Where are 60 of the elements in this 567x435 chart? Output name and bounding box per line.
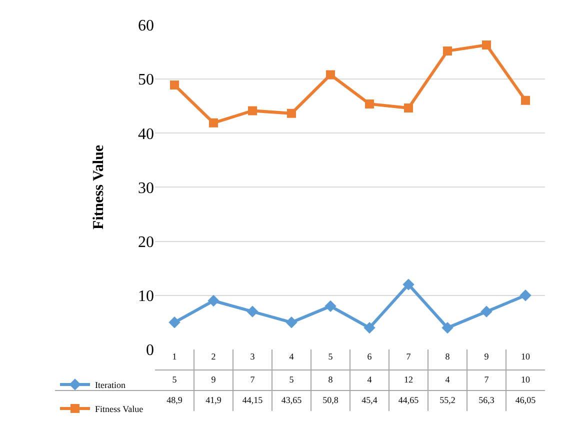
data-label: 56,3: [478, 394, 495, 405]
legend-label: Fitness Value: [95, 404, 144, 414]
data-label: 48,9: [166, 394, 183, 405]
point: [208, 294, 220, 307]
data-label: 4: [445, 374, 450, 384]
y-tick-label: 50: [138, 72, 154, 89]
point: [365, 99, 374, 108]
y-tick-label: 30: [138, 180, 154, 197]
data-label: 44,15: [242, 394, 264, 405]
point: [248, 106, 257, 116]
data-label: 41,9: [206, 394, 222, 405]
point: [521, 96, 530, 105]
x-tick-label: 2: [211, 351, 216, 362]
point: [482, 40, 491, 50]
data-label: 44,65: [398, 394, 420, 405]
point: [480, 306, 492, 318]
x-tick-label: 9: [484, 351, 490, 362]
data-label: 10: [521, 374, 530, 384]
y-tick-label: 0: [146, 342, 154, 360]
point: [168, 316, 180, 328]
data-label: 50,8: [322, 394, 339, 405]
data-label: 45,4: [362, 394, 378, 405]
legend-label: Iteration: [95, 380, 126, 390]
data-label: 9: [211, 374, 216, 384]
data-label: 7: [250, 374, 256, 384]
y-tick-label: 60: [138, 18, 154, 35]
y-axis-title: Fitness Value: [91, 144, 108, 230]
y-tick-label: 40: [138, 126, 154, 143]
point: [324, 300, 336, 312]
x-tick-label: 7: [406, 351, 412, 362]
x-tick-label: 6: [367, 351, 372, 362]
x-tick-label: 8: [445, 351, 450, 362]
data-label: 12: [404, 374, 413, 384]
y-tick-label: 10: [138, 288, 154, 305]
y-tick-label: 20: [138, 234, 154, 251]
point: [170, 80, 179, 90]
point: [326, 70, 335, 80]
point: [287, 108, 296, 118]
point: [209, 118, 218, 128]
x-tick-label: 5: [328, 351, 334, 362]
data-label: 8: [328, 374, 334, 384]
x-tick-label: 4: [289, 351, 294, 362]
x-tick-label: 3: [250, 351, 256, 362]
point: [520, 290, 532, 302]
data-label: 46,05: [515, 394, 536, 405]
data-label: 4: [367, 374, 372, 384]
x-tick-label: 1: [172, 351, 177, 362]
point: [402, 278, 414, 290]
data-label: 43,65: [281, 394, 302, 405]
data-label: 7: [484, 374, 490, 384]
data-label: 55,2: [440, 394, 456, 405]
data-label: 5: [172, 374, 178, 384]
point: [404, 104, 413, 112]
point: [364, 322, 376, 334]
point: [443, 46, 452, 56]
data-label: 5: [289, 374, 294, 384]
point: [286, 316, 298, 328]
point: [442, 322, 454, 334]
x-tick-label: 10: [521, 351, 530, 362]
point: [246, 306, 258, 318]
